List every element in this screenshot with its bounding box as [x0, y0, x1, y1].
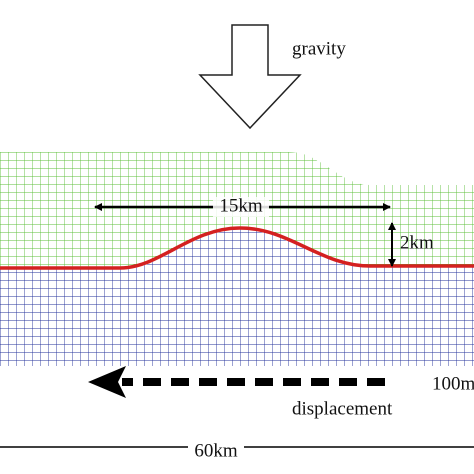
- displacement-head: [88, 366, 126, 398]
- displacement-label: displacement: [292, 398, 393, 419]
- lower-layer: [0, 228, 474, 366]
- label-bg: [188, 438, 244, 460]
- amount-label: 100m: [432, 373, 474, 394]
- label-bg: [213, 197, 269, 217]
- gravity-label: gravity: [292, 38, 346, 59]
- gravity-arrow: [198, 24, 302, 130]
- interface-line: [0, 226, 474, 270]
- width-label: 15km: [219, 195, 263, 216]
- height-label: 2km: [400, 232, 434, 253]
- length-label: 60km: [194, 440, 238, 461]
